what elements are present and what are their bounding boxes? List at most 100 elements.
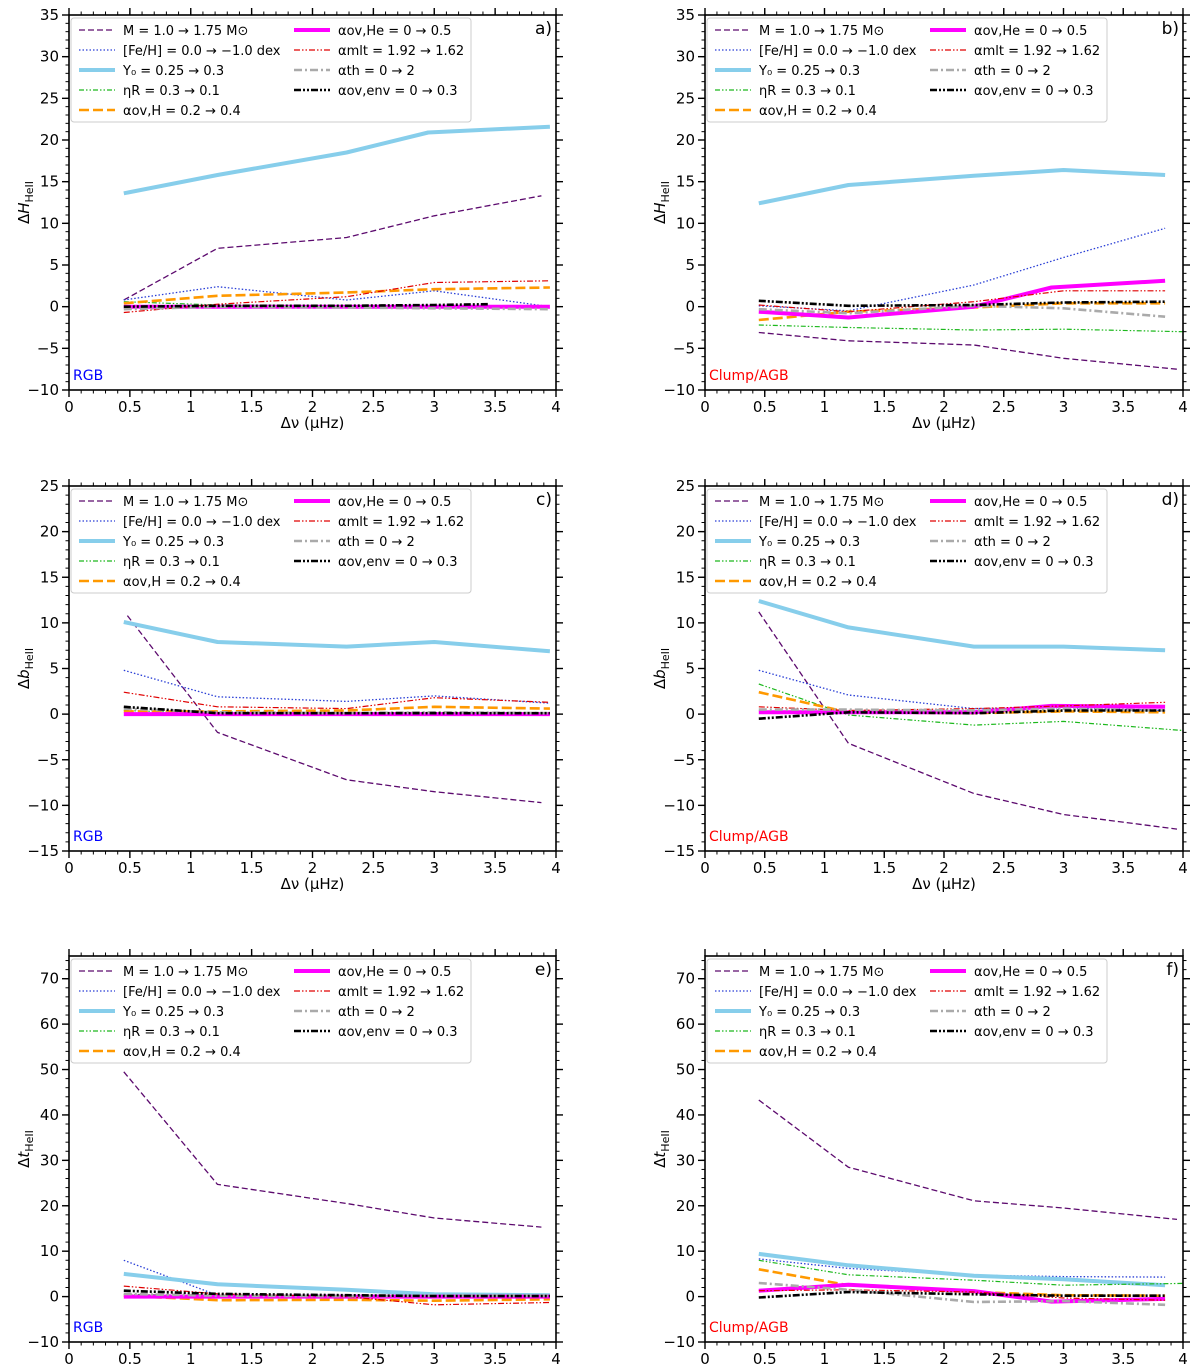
legend: M = 1.0 → 1.75 M⊙ [Fe/H] = 0.0 → −1.0 dex… [70,488,472,594]
x-tick-label: 0 [700,859,710,877]
series-line-aovenv [123,302,490,308]
series-line-aovH [123,1294,550,1302]
y-tick-label: −10 [27,1333,59,1351]
phase-label: Clump/AGB [709,1320,789,1336]
legend-label-FeH: [Fe/H] = 0.0 → −1.0 dex [759,515,917,530]
y-tick-label: 25 [40,89,59,107]
y-tick-label: −5 [37,751,59,769]
legend-label-Y0: Y₀ = 0.25 → 0.3 [758,1005,860,1020]
x-tick-label: 1 [820,398,830,416]
y-tick-label: 20 [676,1197,695,1215]
y-tick-label: 15 [40,568,59,586]
x-tick-label: 1.5 [872,398,896,416]
y-axis-label: ΔbHeII [15,648,36,689]
y-tick-label: 35 [676,6,695,24]
x-tick-label: 1.5 [872,859,896,877]
x-tick-label: 4 [551,398,561,416]
x-tick-label: 3.5 [1111,859,1135,877]
legend-label-etaR: ηR = 0.3 → 0.1 [759,1025,856,1040]
legend-label-aovenv: αov,env = 0 → 0.3 [338,1025,458,1040]
legend-label-Y0: Y₀ = 0.25 → 0.3 [122,1005,224,1020]
legend-label-amlt: αmlt = 1.92 → 1.62 [338,44,464,59]
y-tick-label: 25 [40,477,59,495]
y-tick-label: 25 [676,477,695,495]
y-tick-label: 5 [685,660,695,678]
y-tick-label: 10 [676,214,695,232]
panel-c: 0 0.5 1 1.5 2 2.5 3 3.5 4 −15 −10 −5 0 5 10 15 20 25 Δν (μ… [15,477,563,893]
series-line-aovH [123,286,550,305]
x-tick-label: 0.5 [118,1350,142,1367]
y-tick-label: 70 [40,970,59,988]
legend-label-aovHe: αov,He = 0 → 0.5 [974,24,1087,39]
legend-label-etaR: ηR = 0.3 → 0.1 [123,84,220,99]
y-tick-label: 20 [676,131,695,149]
y-tick-label: 0 [49,298,59,316]
panel-f: 00.511.522.533.54−10010203040506070Δν (μ… [651,949,1190,1367]
series-line-aovenv [123,1289,550,1298]
legend-box [706,958,1108,1064]
legend-label-amlt: αmlt = 1.92 → 1.62 [974,515,1100,530]
series-line-aovenv [758,299,1166,308]
x-axis-label: Δν (μHz) [281,875,345,893]
legend-box [706,17,1108,123]
y-tick-label: 0 [49,705,59,723]
legend-label-etaR: ηR = 0.3 → 0.1 [123,1025,220,1040]
legend-label-FeH: [Fe/H] = 0.0 → −1.0 dex [123,515,281,530]
legend-label-ath: αth = 0 → 2 [338,64,415,79]
legend: M = 1.0 → 1.75 M⊙ [Fe/H] = 0.0 → −1.0 dex… [706,17,1108,123]
x-tick-label: 3 [429,398,439,416]
series-line-M [123,195,542,301]
y-tick-label: 70 [676,970,695,988]
x-tick-label: 2 [939,859,949,877]
x-tick-label: 3 [429,1350,439,1367]
legend: M = 1.0 → 1.75 M⊙ [Fe/H] = 0.0 → −1.0 dex… [706,958,1108,1064]
y-tick-label: 10 [40,214,59,232]
y-tick-label: 30 [676,1151,695,1169]
phase-label: Clump/AGB [709,829,789,845]
x-tick-label: 0.5 [118,398,142,416]
legend-label-aovenv: αov,env = 0 → 0.3 [338,555,458,570]
x-tick-label: 1 [186,1350,196,1367]
y-tick-label: 0 [685,298,695,316]
series-line-aovHe [758,278,1166,320]
y-tick-label: 60 [676,1015,695,1033]
x-tick-label: 1.5 [240,398,264,416]
legend: M = 1.0 → 1.75 M⊙ [Fe/H] = 0.0 → −1.0 dex… [70,958,472,1064]
legend-label-FeH: [Fe/H] = 0.0 → −1.0 dex [759,985,917,1000]
legend-label-aovHe: αov,He = 0 → 0.5 [338,495,451,510]
series-line-FeH [123,669,550,704]
y-tick-label: −10 [663,796,695,814]
y-tick-label: −10 [663,381,695,399]
legend-label-aovH: αov,H = 0.2 → 0.4 [759,104,877,119]
x-tick-label: 3.5 [483,398,507,416]
legend-label-aovenv: αov,env = 0 → 0.3 [974,555,1094,570]
series-line-etaR [758,324,1183,333]
x-tick-label: 0 [700,398,710,416]
y-tick-label: 0 [49,1288,59,1306]
legend-label-ath: αth = 0 → 2 [974,64,1051,79]
series-line-ath [758,1281,1166,1307]
legend-label-etaR: ηR = 0.3 → 0.1 [123,555,220,570]
x-tick-label: 0.5 [753,398,777,416]
series-line-amlt [758,1289,1166,1301]
y-tick-label: 40 [40,1106,59,1124]
x-tick-label: 4 [551,859,561,877]
legend-label-ath: αth = 0 → 2 [338,535,415,550]
series-group [758,168,1183,370]
series-group [123,1071,550,1306]
legend-label-FeH: [Fe/H] = 0.0 → −1.0 dex [123,44,281,59]
x-tick-label: 2.5 [361,1350,385,1367]
panel-letter: d) [1162,490,1179,510]
y-tick-label: 50 [676,1061,695,1079]
series-line-FeH [123,1259,550,1297]
legend-label-etaR: ηR = 0.3 → 0.1 [759,555,856,570]
series-line-aovH [123,705,550,713]
x-axis-label: Δν (μHz) [281,414,345,432]
panel-letter: c) [536,490,552,510]
series-line-amlt [123,691,550,710]
x-tick-label: 0 [64,859,74,877]
x-tick-label: 1 [186,398,196,416]
y-axis-label: ΔHHeII [15,181,36,224]
series-line-etaR [758,1259,1183,1286]
